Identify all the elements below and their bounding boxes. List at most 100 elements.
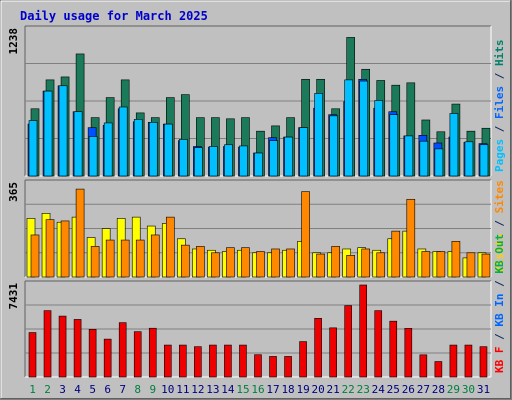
bar-sites-day-12 (196, 246, 205, 278)
day-label: 30 (462, 383, 475, 396)
panel-hits-files-pages: 1238 Pages / Files / Hits (7, 25, 506, 177)
day-label: 5 (89, 383, 96, 396)
bar-pages-day-17 (269, 140, 278, 177)
day-label: 24 (372, 383, 386, 396)
bar-kbf-day-14 (224, 344, 232, 378)
day-label: 23 (357, 383, 370, 396)
bar-sites-day-29 (451, 241, 461, 278)
day-label: 17 (266, 383, 279, 396)
bar-kbf-day-11 (179, 344, 187, 378)
bar-kbf-day-1 (28, 332, 37, 378)
bar-kbf-day-9 (148, 327, 157, 378)
bar-pages-day-24 (374, 100, 384, 177)
day-label: 11 (176, 383, 189, 396)
bar-sites-day-25 (391, 230, 401, 278)
bar-kbf-day-28 (434, 361, 443, 378)
panel-visits-sites: 365 Visits / Sites (7, 179, 506, 278)
bar-sites-day-2 (45, 219, 55, 278)
legend-entry: / (493, 327, 506, 347)
legend-entry: Hits (493, 40, 506, 67)
bar-kbf-day-31 (479, 346, 488, 378)
bar-sites-day-24 (376, 252, 386, 278)
bar-pages-day-31 (479, 144, 489, 177)
bar-kbf-day-6 (103, 338, 112, 378)
x-axis-day-labels: 1 2 3 4 5 6 7 8 9 10 11 12 13 14 15 16 17 18 19 20 21 22 23 24 2… (29, 383, 490, 396)
bar-sites-day-15 (241, 247, 250, 278)
day-label: 14 (221, 383, 235, 396)
bar-sites-day-21 (331, 246, 340, 278)
bar-pages-day-26 (404, 135, 414, 177)
bar-pages-day-1 (28, 120, 38, 177)
bar-pages-day-9 (148, 122, 158, 177)
bar-pages-day-23 (359, 80, 369, 177)
bar-kbf-day-15 (239, 344, 247, 378)
bar-sites-day-4 (75, 188, 85, 278)
bar-pages-day-12 (194, 147, 203, 177)
day-label: 10 (161, 383, 174, 396)
bar-pages-day-3 (58, 85, 68, 177)
legend-entry: KB Out (493, 234, 506, 274)
legend-entry: / (493, 213, 506, 233)
bar-sites-day-16 (256, 251, 265, 278)
bar-pages-day-6 (103, 122, 113, 177)
legend-entry: / (493, 119, 506, 139)
bar-sites-day-28 (436, 251, 446, 278)
bar-kbf-day-3 (58, 315, 67, 378)
bar-kbf-day-23 (359, 284, 368, 378)
bar-pages-day-21 (329, 115, 338, 177)
legend-entry: / (493, 66, 506, 86)
bar-kbf-day-20 (314, 318, 322, 378)
bar-pages-day-10 (163, 123, 173, 177)
day-label: 18 (281, 383, 294, 396)
legend-bottom: KB F / KB In / KB Out (493, 234, 506, 373)
bar-pages-day-30 (464, 141, 474, 177)
bar-kbf-day-10 (163, 344, 172, 378)
bar-pages-day-5 (88, 136, 98, 177)
bar-kbf-day-27 (419, 354, 428, 378)
bar-pages-day-7 (118, 106, 128, 177)
panel-kb-traffic: 7431 KB F / KB In / KB Out (7, 234, 506, 378)
day-label: 4 (74, 383, 81, 396)
legend-mid: Visits / Sites (493, 180, 506, 273)
bar-kbf-day-21 (329, 327, 337, 378)
bar-kbf-day-13 (209, 344, 217, 378)
y-max-label: 7431 (7, 283, 20, 310)
bar-kbf-day-5 (88, 329, 97, 378)
legend-entry: KB F (493, 347, 506, 374)
bar-kbf-day-30 (464, 344, 473, 378)
bar-sites-day-11 (181, 244, 190, 278)
day-label: 19 (296, 383, 309, 396)
chart-title: Daily usage for March 2025 (20, 9, 208, 23)
bar-pages-day-13 (209, 146, 218, 177)
bar-pages-day-2 (43, 90, 53, 177)
bar-pages-day-8 (133, 119, 143, 177)
bar-pages-day-14 (224, 144, 233, 177)
bar-kbf-day-29 (449, 344, 458, 378)
bar-sites-day-20 (316, 253, 325, 278)
day-label: 6 (104, 383, 111, 396)
bar-sites-day-26 (406, 198, 416, 278)
bar-pages-day-27 (419, 140, 429, 177)
day-label: 15 (236, 383, 249, 396)
bar-sites-day-22 (346, 255, 355, 278)
bar-pages-day-4 (73, 111, 83, 177)
day-label: 9 (149, 383, 156, 396)
day-label: 29 (447, 383, 460, 396)
bar-pages-day-15 (239, 145, 248, 177)
bar-pages-day-18 (284, 136, 293, 177)
y-max-label: 365 (7, 182, 20, 202)
bar-kbf-day-24 (374, 310, 383, 378)
bar-sites-day-23 (361, 248, 371, 278)
legend-entry: Sites (493, 180, 506, 213)
legend-top: Pages / Files / Hits (493, 40, 506, 173)
bar-pages-day-28 (434, 148, 444, 177)
legend-entry: Visits (493, 233, 506, 273)
legend-entry: KB In (493, 294, 506, 327)
day-label: 8 (134, 383, 141, 396)
bar-sites-day-3 (60, 220, 70, 278)
bar-pages-day-16 (254, 152, 263, 177)
bar-sites-day-31 (481, 253, 491, 278)
bar-sites-day-1 (30, 234, 40, 278)
bar-sites-day-6 (105, 239, 115, 278)
